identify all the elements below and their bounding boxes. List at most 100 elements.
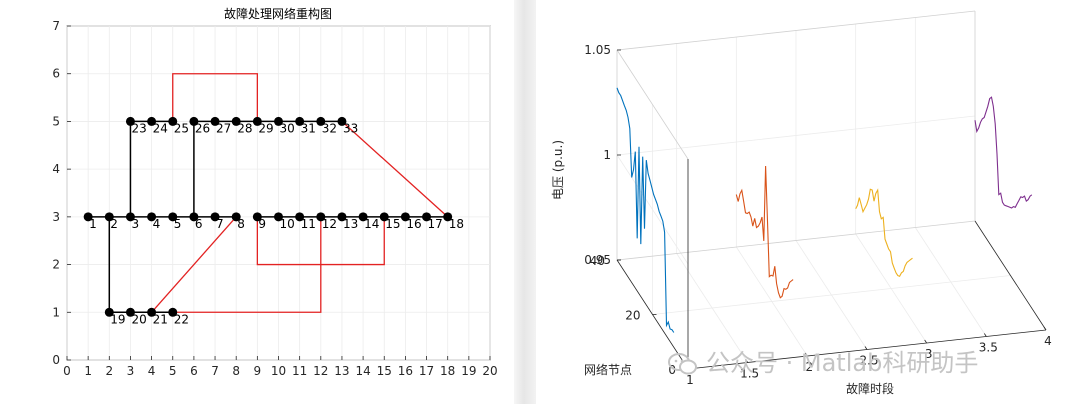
- node-marker: [168, 212, 178, 222]
- node-marker: [252, 212, 262, 222]
- node-marker: [104, 212, 114, 222]
- node-label: 26: [195, 121, 210, 135]
- x-tick-label: 1: [84, 364, 92, 378]
- red-edge: [151, 216, 237, 313]
- voltage-line: [974, 96, 1033, 209]
- x-tick-label: 3.5: [979, 341, 998, 355]
- node-label: 11: [301, 217, 316, 231]
- panel-divider: [514, 0, 536, 404]
- wechat-icon: [668, 353, 697, 375]
- node-label: 2: [110, 217, 118, 231]
- x-tick-label: 11: [292, 364, 307, 378]
- node-label: 23: [131, 121, 146, 135]
- x-tick-label: 18: [440, 364, 455, 378]
- x-tick-label: 4: [1044, 334, 1052, 348]
- node-label: 14: [364, 217, 379, 231]
- box-edge: [616, 220, 976, 261]
- node-label: 12: [322, 217, 337, 231]
- node-marker: [443, 212, 453, 222]
- node-marker: [104, 307, 114, 317]
- x-tick-mark: [864, 346, 868, 350]
- node-marker: [422, 212, 432, 222]
- x-tick-label: 4: [148, 364, 156, 378]
- box-edge: [616, 49, 689, 160]
- node-marker: [252, 116, 262, 126]
- node-marker: [125, 307, 135, 317]
- x-axis-label: 故障时段: [846, 381, 894, 396]
- x-tick-label: 20: [482, 364, 497, 378]
- node-marker: [337, 116, 347, 126]
- red-edge: [256, 216, 385, 266]
- node-label: 10: [280, 217, 295, 231]
- x-tick-label: 16: [398, 364, 413, 378]
- y-tick-label: 6: [52, 67, 60, 81]
- node-marker: [400, 212, 410, 222]
- voltage-line: [855, 188, 913, 277]
- watermark: 公众号 · Matlab科研助手: [668, 343, 978, 378]
- x-tick-label: 0: [63, 364, 71, 378]
- x-tick-label: 15: [377, 364, 392, 378]
- node-label: 28: [237, 121, 252, 135]
- node-marker: [168, 116, 178, 126]
- node-marker: [147, 116, 157, 126]
- y-axis-line: [974, 220, 1047, 331]
- node-marker: [274, 116, 283, 126]
- red-edge: [172, 73, 259, 122]
- node-label: 15: [385, 217, 400, 231]
- node-label: 13: [343, 217, 358, 231]
- x-tick-label: 19: [461, 364, 476, 378]
- red-edge: [341, 120, 449, 218]
- x-tick-label: 2: [105, 364, 113, 378]
- node-label: 1: [89, 217, 97, 231]
- x-tick-mark: [805, 352, 808, 357]
- box-edge: [616, 10, 976, 51]
- node-label: 25: [174, 121, 189, 135]
- node-label: 20: [131, 312, 146, 326]
- x-tick-label: 9: [254, 364, 262, 378]
- y-axis-label: 网络节点: [584, 362, 632, 377]
- x-tick-label: 2.5: [859, 354, 878, 368]
- node-marker: [168, 307, 178, 317]
- node-marker: [295, 212, 305, 222]
- node-marker: [147, 307, 157, 317]
- x-tick-mark: [745, 359, 748, 363]
- node-marker: [358, 212, 368, 222]
- node-marker: [125, 212, 135, 222]
- x-tick-label: 6: [190, 364, 198, 378]
- node-label: 32: [322, 121, 337, 135]
- y-tick-label: 7: [52, 19, 60, 33]
- node-label: 9: [258, 217, 266, 231]
- node-label: 6: [195, 217, 203, 231]
- x-tick-mark: [924, 339, 927, 344]
- node-label: 4: [153, 217, 161, 231]
- z-tick-label: 0.95: [584, 253, 611, 267]
- x-tick-label: 14: [355, 364, 370, 378]
- node-label: 18: [449, 217, 464, 231]
- node-marker: [210, 212, 220, 222]
- node-marker: [231, 116, 241, 126]
- node-marker: [189, 116, 199, 126]
- node-label: 30: [280, 121, 295, 135]
- y-tick-label: 0: [668, 363, 676, 377]
- x-tick-label: 12: [313, 364, 328, 378]
- x-tick-label: 5: [169, 364, 177, 378]
- x-tick-label: 17: [419, 364, 434, 378]
- z-axis-label: 电压 (p.u.): [551, 140, 565, 200]
- y-tick-label: 40: [590, 254, 605, 268]
- network-chart: 0 1 2 3 4 5 6 7 8 9 10 11 12 13 14 15 16 17 18 19 2001234567…: [52, 6, 497, 378]
- node-label: 7: [216, 217, 224, 231]
- node-label: 29: [258, 121, 273, 135]
- z-tick-label: 1.05: [584, 43, 611, 57]
- node-marker: [147, 212, 157, 222]
- node-marker: [210, 116, 220, 126]
- voltage-series: [616, 87, 1033, 333]
- node-label: 31: [301, 121, 316, 135]
- node-marker: [274, 212, 283, 222]
- node-label: 22: [174, 312, 189, 326]
- node-label: 17: [428, 217, 443, 231]
- grid-line: [616, 115, 976, 156]
- y-tick-label: 5: [52, 114, 60, 128]
